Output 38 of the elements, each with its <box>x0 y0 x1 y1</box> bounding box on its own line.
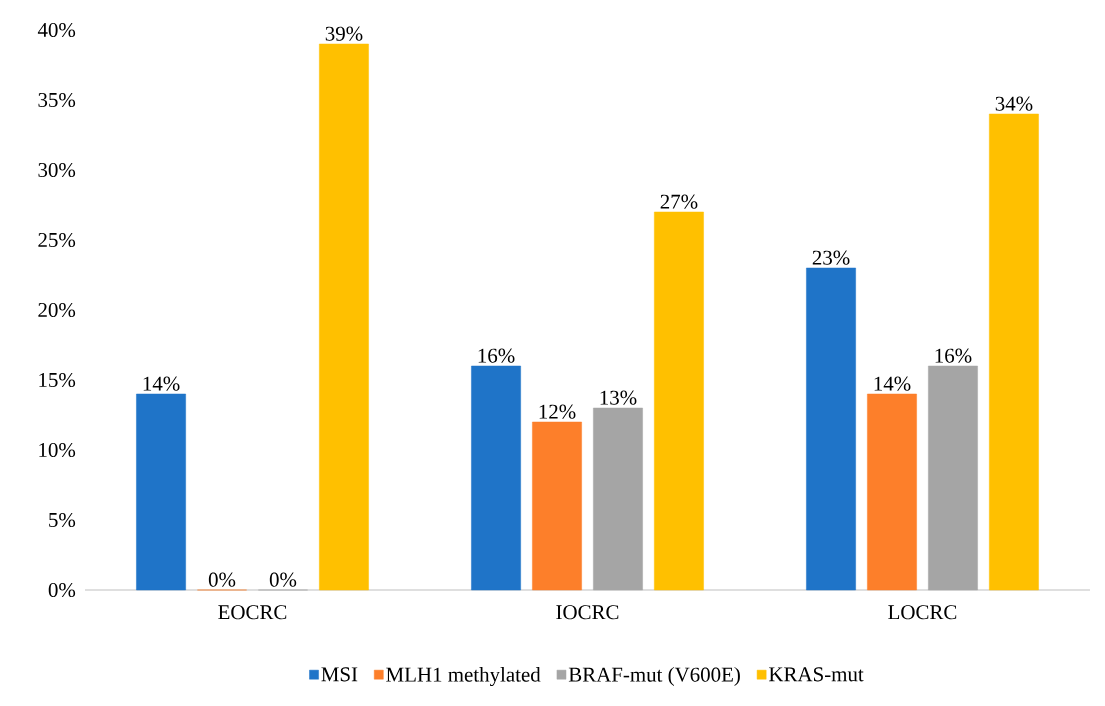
bar <box>136 393 186 591</box>
x-tick-label: IOCRC <box>556 605 619 620</box>
bar <box>928 365 978 591</box>
legend-label: KRAS-mut <box>769 667 864 682</box>
bar <box>532 421 582 591</box>
y-tick-label: 5% <box>49 512 76 528</box>
data-label: 14% <box>143 376 180 391</box>
bar <box>593 407 643 591</box>
legend-label: MLH1 methylated <box>386 666 541 687</box>
y-tick-label: 15% <box>39 372 76 388</box>
bar <box>654 211 704 591</box>
data-label: 0% <box>208 572 236 587</box>
data-label: 16% <box>935 348 972 363</box>
data-label: 16% <box>478 348 515 363</box>
bar <box>867 393 917 591</box>
bar <box>989 113 1039 591</box>
bar <box>319 43 369 591</box>
data-label: 0% <box>269 572 297 587</box>
x-tick-label: LOCRC <box>888 605 957 620</box>
y-tick-label: 30% <box>38 162 76 178</box>
data-label: 23% <box>812 250 850 265</box>
y-tick-label: 40% <box>37 22 76 38</box>
y-tick-label: 10% <box>39 442 76 458</box>
legend-label: BRAF-mut (V600E) <box>568 666 740 686</box>
y-tick-label: 25% <box>38 232 76 248</box>
legend-label: MSI <box>321 667 358 682</box>
y-tick-label: 0% <box>48 582 76 598</box>
data-label: 13% <box>600 390 637 405</box>
x-tick-label: EOCRC <box>218 605 287 620</box>
y-tick-label: 35% <box>38 92 76 108</box>
bar <box>471 365 521 591</box>
y-tick-label: 20% <box>38 302 76 318</box>
bar <box>806 267 856 591</box>
data-label: 12% <box>539 404 576 419</box>
data-label: 14% <box>874 376 911 391</box>
data-label: 27% <box>660 194 698 209</box>
data-label: 39% <box>325 26 363 41</box>
data-label: 34% <box>995 96 1033 111</box>
